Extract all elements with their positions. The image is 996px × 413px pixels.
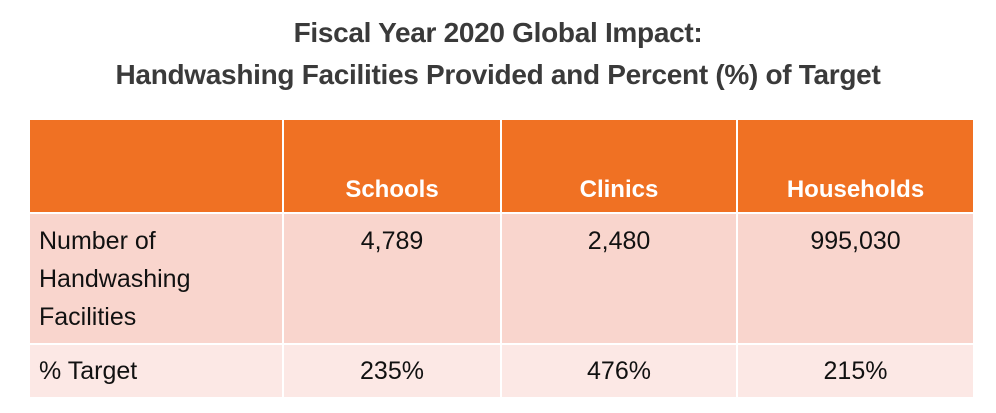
header-cell-schools: Schools (282, 118, 502, 214)
cell-households-facilities: 995,030 (736, 212, 975, 345)
impact-table: Schools Clinics Households Number of Han… (28, 118, 975, 399)
table-row: % Target 235% 476% 215% (28, 343, 975, 399)
row-label-facilities: Number of Handwashing Facilities (28, 212, 284, 345)
row-label-line: Number of (39, 227, 156, 255)
table-header-row: Schools Clinics Households (28, 118, 975, 214)
header-cell-empty (28, 118, 284, 214)
header-cell-households: Households (736, 118, 975, 214)
row-label-line: Facilities (39, 303, 137, 331)
cell-clinics-target: 476% (500, 343, 738, 399)
header-cell-clinics: Clinics (500, 118, 738, 214)
table-row: Number of Handwashing Facilities 4,789 2… (28, 212, 975, 345)
cell-clinics-facilities: 2,480 (500, 212, 738, 345)
page-title: Fiscal Year 2020 Global Impact: Handwash… (0, 12, 996, 96)
row-label-target: % Target (28, 343, 284, 399)
cell-households-target: 215% (736, 343, 975, 399)
title-line-1: Fiscal Year 2020 Global Impact: (293, 17, 703, 48)
row-label-line: Handwashing (39, 265, 191, 293)
cell-schools-target: 235% (282, 343, 502, 399)
cell-schools-facilities: 4,789 (282, 212, 502, 345)
title-line-2: Handwashing Facilities Provided and Perc… (115, 59, 881, 90)
